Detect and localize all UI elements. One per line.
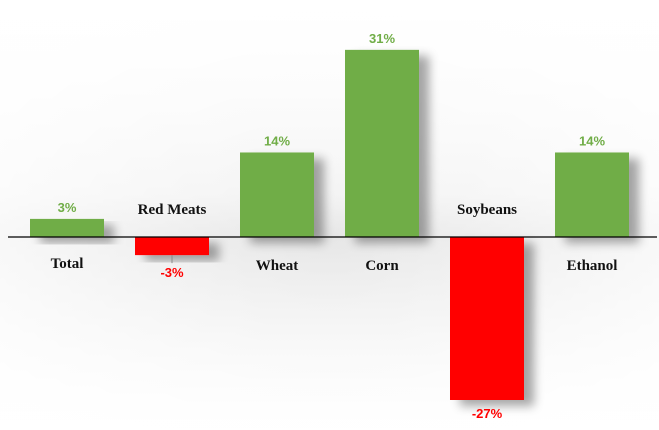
- bar-ethanol: [555, 152, 629, 237]
- bar-soybeans: [450, 237, 524, 400]
- category-label-corn: Corn: [365, 258, 399, 274]
- data-label-soybeans: -27%: [472, 406, 503, 421]
- category-label-total: Total: [51, 256, 84, 272]
- bar-total: [30, 218, 104, 237]
- category-label-soybeans: Soybeans: [457, 202, 517, 218]
- category-label-wheat: Wheat: [256, 258, 299, 274]
- category-label-red-meats: Red Meats: [138, 202, 207, 218]
- bar-wheat: [240, 152, 314, 237]
- category-label-ethanol: Ethanol: [567, 258, 618, 274]
- data-label-red-meats: -3%: [160, 265, 184, 280]
- bar-corn: [345, 49, 419, 237]
- bar-red-meats: [135, 237, 209, 256]
- data-label-wheat: 14%: [264, 133, 290, 148]
- chart-marks: 3% Total -3% Red Meats 14% Wheat 31% Corn -27% So…: [8, 31, 657, 421]
- data-label-total: 3%: [58, 200, 77, 215]
- data-label-ethanol: 14%: [579, 133, 605, 148]
- data-label-corn: 31%: [369, 31, 395, 46]
